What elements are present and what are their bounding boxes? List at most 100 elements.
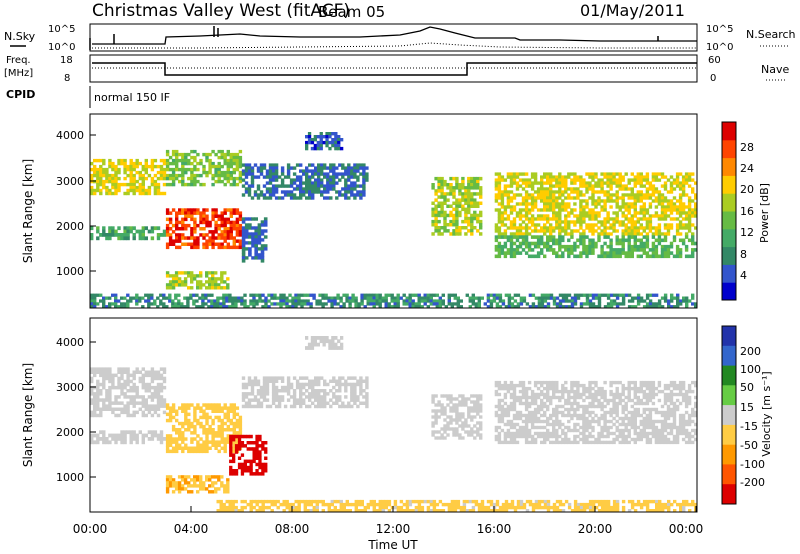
velocity-cell-band-1 — [129, 433, 133, 438]
power-cell-band-9 — [497, 187, 502, 191]
velocity-cell-band-8 — [555, 431, 559, 436]
power-cell-band-8 — [458, 192, 462, 196]
velocity-cell-band-3 — [199, 475, 203, 479]
power-cell-band-6 — [257, 241, 262, 245]
velocity-cell-band-2 — [187, 418, 191, 423]
power-cell-band-0 — [123, 158, 127, 163]
power-cell-band-11 — [141, 305, 145, 309]
power-cell-band-10 — [594, 241, 598, 246]
power-cell-band-10 — [651, 248, 656, 252]
power-cell-band-9 — [687, 226, 692, 230]
power-cell-band-11 — [420, 299, 424, 303]
power-cell-band-11 — [330, 305, 334, 309]
power-cell-band-5 — [262, 166, 267, 170]
velocity-cell-band-8 — [509, 407, 514, 412]
power-cell-band-10 — [552, 241, 556, 246]
power-cell-band-3 — [196, 179, 200, 184]
power-cell-band-9 — [663, 217, 668, 221]
power-cell-band-9 — [687, 223, 692, 227]
power-cell-band-4 — [214, 286, 218, 290]
power-cell-band-3 — [214, 152, 218, 157]
power-cell-band-9 — [597, 199, 601, 203]
power-cell-band-9 — [540, 229, 544, 233]
velocity-cell-band-7 — [440, 412, 444, 416]
velocity-cell-band-3 — [165, 484, 170, 488]
velocity-cell-band-8 — [530, 395, 535, 400]
velocity-cell-band-1 — [117, 433, 121, 438]
power-cell-band-0 — [156, 176, 161, 181]
velocity-cell-band-5 — [338, 379, 342, 383]
velocity-cell-band-1 — [90, 440, 94, 445]
power-cell-band-0 — [108, 179, 112, 184]
power-cell-band-9 — [555, 178, 559, 182]
power-cell-band-11 — [507, 299, 512, 303]
velocity-cell-band-8 — [515, 398, 520, 403]
velocity-cell-band-8 — [512, 407, 517, 412]
velocity-cell-band-5 — [247, 404, 252, 409]
velocity-cell-band-0 — [159, 404, 164, 408]
velocity-cell-band-8 — [494, 383, 499, 388]
power-cell-band-11 — [435, 302, 439, 306]
velocity-cell-band-8 — [530, 398, 535, 403]
power-cell-band-6 — [257, 253, 262, 257]
velocity-cell-band-5 — [308, 392, 312, 396]
power-cell-band-1 — [132, 226, 136, 231]
velocity-cell-band-2 — [205, 431, 209, 435]
power-cell-band-8 — [437, 226, 441, 230]
velocity-cell-band-8 — [546, 395, 550, 400]
power-cell-band-5 — [244, 190, 249, 194]
power-cell-band-9 — [579, 193, 583, 197]
power-cell-band-5 — [353, 181, 357, 185]
power-cell-band-11 — [396, 296, 400, 300]
power-cell-band-9 — [530, 187, 535, 191]
power-cell-band-9 — [497, 229, 502, 233]
velocity-cell-band-5 — [259, 404, 264, 409]
velocity-cell-band-2 — [187, 406, 191, 410]
power-cell-band-3 — [238, 149, 243, 154]
power-cell-band-11 — [375, 302, 379, 306]
velocity-cell-band-2 — [202, 443, 206, 447]
power-cell-band-5 — [289, 178, 294, 182]
power-cell-band-2 — [190, 242, 194, 246]
power-cell-band-9 — [494, 229, 499, 233]
power-cell-band-2 — [211, 214, 215, 218]
power-cell-band-11 — [192, 293, 196, 297]
velocity-cell-band-6 — [328, 342, 332, 347]
power-cell-band-0 — [153, 164, 158, 169]
power-cell-band-9 — [639, 184, 643, 188]
power-cell-band-2 — [229, 233, 233, 237]
power-cell-band-0 — [117, 182, 121, 187]
power-cell-band-11 — [252, 293, 256, 297]
power-cell-band-11 — [453, 293, 457, 297]
power-cell-band-11 — [327, 299, 331, 303]
power-cell-band-7 — [319, 132, 323, 136]
velocity-cell-band-8 — [533, 419, 538, 424]
velocity-cell-band-8 — [549, 416, 553, 421]
power-cell-band-8 — [449, 192, 453, 196]
power-cell-band-9 — [506, 175, 511, 179]
power-cell-band-0 — [135, 164, 139, 169]
power-cell-band-9 — [585, 190, 589, 194]
power-cell-band-2 — [178, 211, 182, 215]
power-cell-band-7 — [334, 143, 338, 148]
power-cell-band-5 — [362, 181, 366, 185]
power-cell-band-11 — [117, 299, 121, 303]
power-cell-band-1 — [102, 233, 106, 237]
velocity-cell-band-2 — [168, 440, 173, 444]
power-cell-band-9 — [600, 178, 604, 182]
power-cell-band-2 — [223, 217, 227, 222]
velocity-cell-band-5 — [295, 382, 300, 387]
power-cell-band-0 — [129, 176, 133, 181]
velocity-cell-band-1 — [105, 440, 109, 445]
velocity-cell-band-3 — [226, 481, 230, 485]
power-cell-band-8 — [455, 216, 459, 221]
velocity-cell-band-8 — [591, 392, 595, 397]
power-cell-band-9 — [669, 205, 674, 209]
power-cell-band-9 — [669, 217, 674, 221]
power-cell-band-11 — [561, 299, 566, 303]
power-cell-band-11 — [384, 305, 388, 309]
velocity-cell-band-8 — [518, 383, 523, 388]
power-cell-band-11 — [474, 296, 478, 300]
velocity-cell-band-5 — [329, 404, 333, 409]
power-cell-band-5 — [289, 193, 294, 197]
